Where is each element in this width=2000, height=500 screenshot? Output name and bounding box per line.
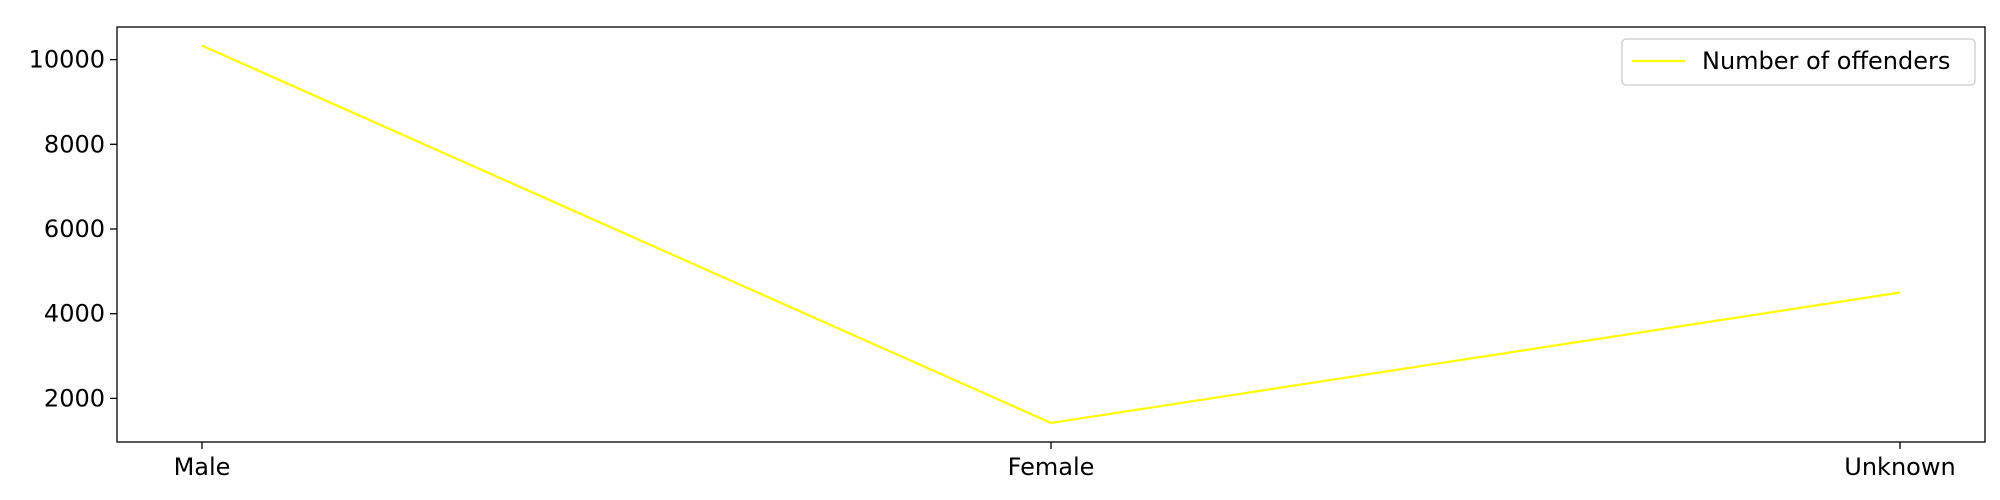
legend: Number of offenders	[1621, 38, 1976, 86]
legend-label: Number of offenders	[1702, 47, 1950, 75]
y-tick-label: 10000	[29, 46, 105, 74]
x-tick-label: Female	[1008, 453, 1095, 481]
series-layer	[201, 44, 1901, 425]
x-axis: Male Female Unknown	[174, 442, 1956, 481]
plot-area	[116, 26, 1986, 443]
x-tick-label: Unknown	[1844, 453, 1955, 481]
y-tick-label: 8000	[44, 130, 105, 158]
y-tick-label: 2000	[44, 384, 105, 412]
y-tick-label: 4000	[44, 300, 105, 328]
y-tick-label: 6000	[44, 215, 105, 243]
legend-frame	[1621, 38, 1976, 86]
y-axis: 2000 4000 6000 8000 10000	[29, 46, 117, 412]
x-tick-label: Male	[174, 453, 231, 481]
